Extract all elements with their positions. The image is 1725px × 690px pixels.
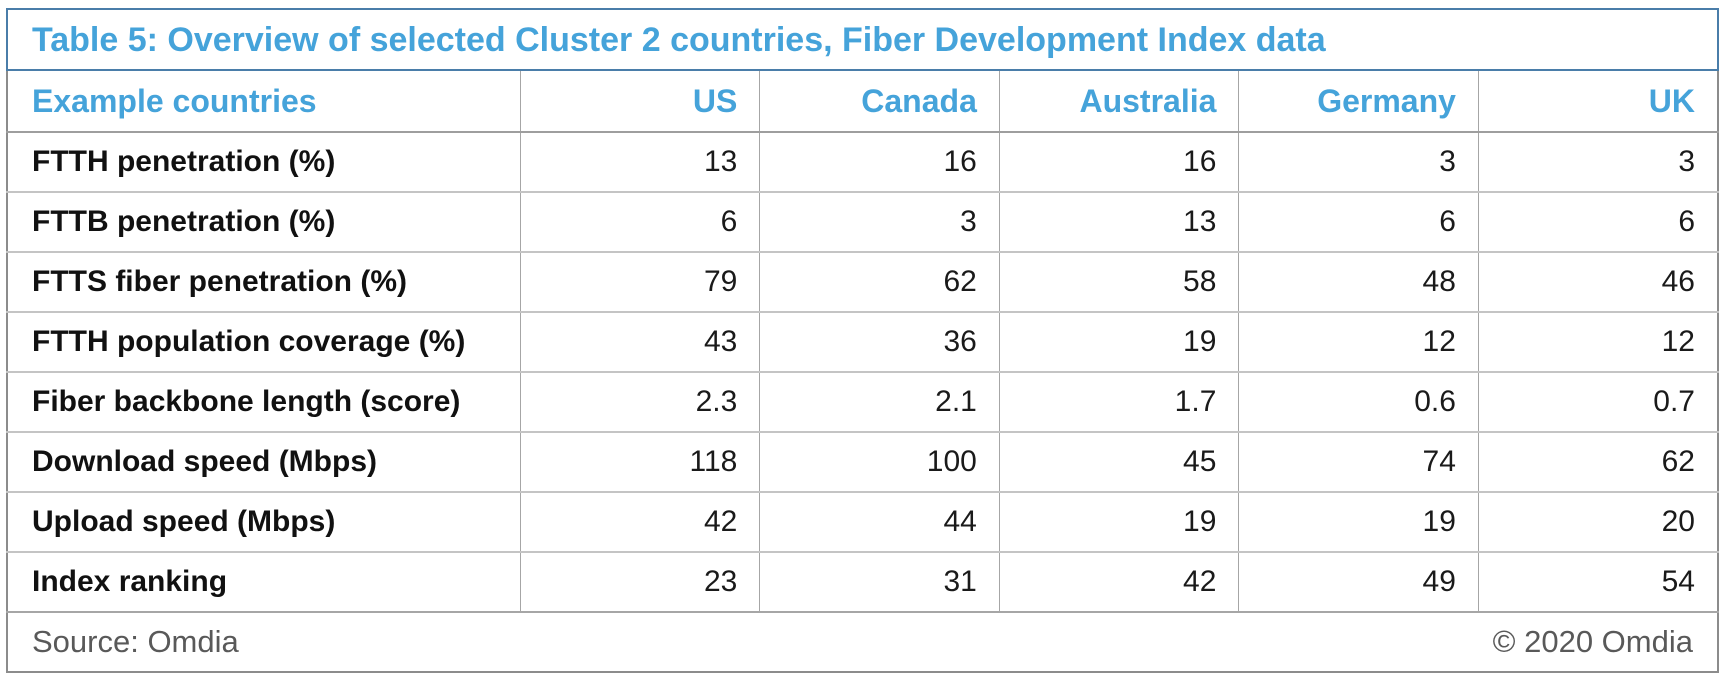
source-note: Source: Omdia xyxy=(32,624,239,659)
table-row: Upload speed (Mbps) 42 44 19 19 20 xyxy=(7,491,1718,552)
table-title: Table 5: Overview of selected Cluster 2 … xyxy=(6,8,1719,71)
data-table: Example countries US Canada Australia German… xyxy=(6,71,1719,613)
header-country-germany: Germany xyxy=(1238,71,1479,133)
metric-value: 2.3 xyxy=(519,371,760,432)
header-country-uk: UK xyxy=(1477,71,1718,133)
metric-value: 46 xyxy=(1477,251,1718,312)
metric-value: 43 xyxy=(519,311,760,372)
table-row: Fiber backbone length (score) 2.3 2.1 1.7 0.… xyxy=(7,371,1718,432)
metric-value: 19 xyxy=(998,311,1239,372)
metric-value: 6 xyxy=(1477,191,1718,252)
header-example-countries: Example countries xyxy=(7,71,521,133)
metric-value: 42 xyxy=(519,491,760,552)
table-header: Example countries US Canada Australia German… xyxy=(7,71,1718,133)
metric-value: 13 xyxy=(998,191,1239,252)
metric-value: 6 xyxy=(519,191,760,252)
metric-value: 118 xyxy=(519,431,760,492)
metric-label: Upload speed (Mbps) xyxy=(7,491,521,552)
metric-value: 3 xyxy=(759,191,1000,252)
metric-label: Index ranking xyxy=(7,551,521,612)
metric-label: FTTS fiber penetration (%) xyxy=(7,251,521,312)
metric-value: 2.1 xyxy=(759,371,1000,432)
metric-value: 100 xyxy=(759,431,1000,492)
metric-value: 12 xyxy=(1238,311,1479,372)
metric-value: 42 xyxy=(998,551,1239,612)
metric-value: 12 xyxy=(1477,311,1718,372)
copyright-note: © 2020 Omdia xyxy=(1492,624,1693,659)
metric-value: 36 xyxy=(759,311,1000,372)
table-row: FTTH population coverage (%) 43 36 19 12 12 xyxy=(7,311,1718,372)
metric-value: 0.7 xyxy=(1477,371,1718,432)
metric-value: 54 xyxy=(1477,551,1718,612)
metric-value: 3 xyxy=(1477,132,1718,192)
metric-label: FTTB penetration (%) xyxy=(7,191,521,252)
table-row: FTTH penetration (%) 13 16 16 3 3 xyxy=(7,132,1718,192)
metric-value: 79 xyxy=(519,251,760,312)
table-row: Download speed (Mbps) 118 100 45 74 62 xyxy=(7,431,1718,492)
table-footer: Source: Omdia © 2020 Omdia xyxy=(6,613,1719,673)
metric-value: 16 xyxy=(998,132,1239,192)
metric-label: FTTH penetration (%) xyxy=(7,132,521,192)
metric-value: 58 xyxy=(998,251,1239,312)
metric-value: 23 xyxy=(519,551,760,612)
table-body: FTTH penetration (%) 13 16 16 3 3 FTTB penetra… xyxy=(7,132,1718,612)
metric-value: 48 xyxy=(1238,251,1479,312)
metric-label: FTTH population coverage (%) xyxy=(7,311,521,372)
table-row: FTTS fiber penetration (%) 79 62 58 48 46 xyxy=(7,251,1718,312)
metric-value: 16 xyxy=(759,132,1000,192)
metric-value: 20 xyxy=(1477,491,1718,552)
metric-label: Download speed (Mbps) xyxy=(7,431,521,492)
header-row: Example countries US Canada Australia German… xyxy=(7,71,1718,133)
metric-value: 3 xyxy=(1238,132,1479,192)
metric-value: 13 xyxy=(519,132,760,192)
metric-value: 74 xyxy=(1238,431,1479,492)
table-row: FTTB penetration (%) 6 3 13 6 6 xyxy=(7,191,1718,252)
metric-value: 0.6 xyxy=(1238,371,1479,432)
metric-value: 1.7 xyxy=(998,371,1239,432)
metric-value: 62 xyxy=(1477,431,1718,492)
header-country-australia: Australia xyxy=(998,71,1239,133)
table-row: Index ranking 23 31 42 49 54 xyxy=(7,551,1718,612)
header-country-canada: Canada xyxy=(759,71,1000,133)
metric-value: 49 xyxy=(1238,551,1479,612)
metric-value: 19 xyxy=(998,491,1239,552)
metric-value: 44 xyxy=(759,491,1000,552)
fiber-development-index-table: Table 5: Overview of selected Cluster 2 … xyxy=(6,8,1719,673)
metric-value: 45 xyxy=(998,431,1239,492)
metric-value: 6 xyxy=(1238,191,1479,252)
metric-value: 62 xyxy=(759,251,1000,312)
metric-value: 31 xyxy=(759,551,1000,612)
header-country-us: US xyxy=(519,71,760,133)
metric-label: Fiber backbone length (score) xyxy=(7,371,521,432)
metric-value: 19 xyxy=(1238,491,1479,552)
